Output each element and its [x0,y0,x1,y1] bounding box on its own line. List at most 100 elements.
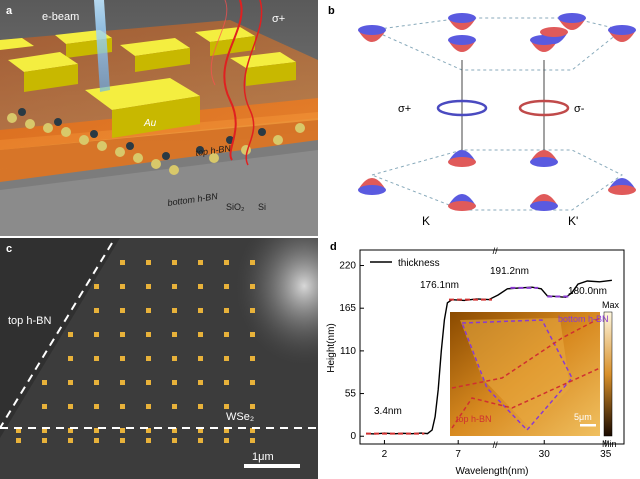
axis-break-top: // [493,246,499,256]
watermark: 中国在线 [574,456,634,472]
panel-d-height-profile: d 0 55 110 165 220 2 7 30 35 // // bottom h-BN to… [322,238,640,479]
emitter-dot [42,404,47,409]
device-schematic-illustration: a e-beam σ+ Au top h-BN bottom h-BN SiO₂… [0,0,318,236]
emitter-dot [42,380,47,385]
emitter-dot [250,260,255,265]
emitter-dot [94,308,99,313]
emitter-dot [146,380,151,385]
emitter-dot [94,438,99,443]
emitter-dot [250,332,255,337]
emitter-dot [16,428,21,433]
y-tick-label: 0 [350,431,356,442]
emitter-dot [172,332,177,337]
emitter-dot [198,428,203,433]
annotation-3-4nm: 3.4nm [374,406,402,417]
inset-bottom-hbn-label: bottom h-BN [558,314,609,324]
emitter-dot [94,356,99,361]
emitter-dot [250,356,255,361]
x-tick-label: 7 [455,449,461,460]
emitter-dot [172,356,177,361]
emitter-dot [120,332,125,337]
quantum-emitter-array [16,260,255,443]
kprime-valley-label: K' [568,214,578,228]
sigma-plus-label: σ+ [272,13,285,25]
emitter-dot [224,404,229,409]
panel-label: a [6,5,13,17]
emitter-dot [172,428,177,433]
x-tick-label: 30 [539,449,551,460]
emitter-dot [172,308,177,313]
y-tick-label: 110 [340,346,356,357]
panel-label: b [328,5,335,17]
emitter-dot [146,260,151,265]
emitter-dot [120,404,125,409]
emitter-dot [68,380,73,385]
panel-a-device-schematic: a e-beam σ+ Au top h-BN bottom h-BN SiO₂… [0,0,318,236]
x-axis-ticks: 2 7 30 35 // // [382,246,612,460]
x-tick-label: 35 [600,449,612,460]
emitter-dot [120,380,125,385]
scale-bar-label: 1μm [252,451,274,463]
emitter-dot [94,428,99,433]
y-axis-label: Height(nm) [326,323,337,372]
electron-beam [94,0,110,92]
emitter-dot [146,332,151,337]
emitter-dot [198,438,203,443]
legend-label: thickness [398,258,440,269]
x-axis-label: Wavelength(nm) [456,466,529,477]
colorbar-min-label: Min [602,439,617,449]
annotation-176-1nm: 176.1nm [420,280,459,291]
emitter-dot [224,356,229,361]
emitter-dot [224,380,229,385]
emitter-dot [198,284,203,289]
inset-top-hbn-label: top h-BN [456,414,492,424]
emitter-dot [68,438,73,443]
emitter-dot [146,438,151,443]
emitter-dot [250,438,255,443]
emitter-dot [68,404,73,409]
emitter-dot [16,438,21,443]
emitter-dot [224,428,229,433]
au-label: Au [143,118,157,129]
sigma-minus-label: σ- [574,103,585,115]
emitter-dot [146,404,151,409]
emitter-dot [250,428,255,433]
annotation-191-2nm: 191.2nm [490,266,529,277]
emitter-dot [250,284,255,289]
emitter-dot [68,356,73,361]
top-hbn-label: top h-BN [8,315,51,327]
emitter-dot [94,380,99,385]
sigma-plus-label: σ+ [398,103,411,115]
emitter-dot [42,438,47,443]
panel-label: d [330,241,337,253]
emitter-dot [146,356,151,361]
emitter-dot [198,380,203,385]
emitter-dot [224,260,229,265]
emitter-dot [250,308,255,313]
emitter-dot [198,260,203,265]
panel-c-sem-image: c top h-BN WSe₂ 1μm [0,238,318,479]
inset-scalebar-label: 5μm [574,412,592,422]
panel-label: c [6,243,12,255]
emitter-dot [68,428,73,433]
x-tick-label: 2 [382,449,388,460]
sio2-label: SiO₂ [226,202,245,212]
emitter-dot [94,404,99,409]
emitter-dot [146,428,151,433]
k-valley-label: K [422,214,430,228]
emitter-dot [224,308,229,313]
emitter-dot [68,332,73,337]
afm-inset [450,311,613,437]
emitter-dot [120,428,125,433]
scale-bar [244,464,300,468]
height-profile-chart: d 0 55 110 165 220 2 7 30 35 // // bottom h-BN to… [326,241,625,477]
ebeam-label: e-beam [42,11,79,23]
emitter-dot [120,284,125,289]
panel-b-valley-diagram: b σ+ σ- K K' [322,0,640,236]
emitter-dot [224,438,229,443]
si-label: Si [258,202,266,212]
thickness-series [365,279,612,435]
y-tick-label: 55 [345,389,357,400]
annotation-180-0nm: 180.0nm [568,286,607,297]
emitter-dot [94,332,99,337]
